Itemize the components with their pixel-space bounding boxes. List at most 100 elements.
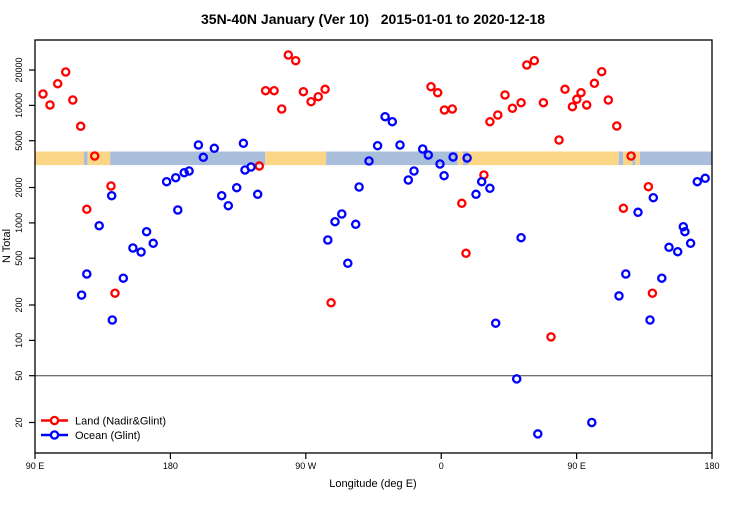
data-point-ocean xyxy=(533,429,543,439)
y-tick-label: 5000 xyxy=(14,131,24,151)
data-point-ocean xyxy=(238,138,249,149)
data-point-ocean xyxy=(161,176,172,187)
data-point-land xyxy=(60,67,71,77)
data-point-land xyxy=(522,60,532,70)
data-point-ocean xyxy=(198,152,209,163)
data-point-land xyxy=(432,87,443,98)
y-tick-label: 20000 xyxy=(14,57,24,82)
y-tick-label: 2000 xyxy=(14,177,24,197)
y-tick-label: 10000 xyxy=(14,93,24,118)
data-point-ocean xyxy=(223,200,234,211)
legend-item-land: Land (Nadir&Glint) xyxy=(41,416,166,428)
data-point-ocean xyxy=(372,140,383,151)
data-point-ocean xyxy=(82,269,92,279)
data-point-land xyxy=(326,298,336,308)
data-point-land xyxy=(581,100,592,110)
data-point-ocean xyxy=(476,176,487,187)
data-point-ocean xyxy=(128,243,138,253)
legend-item-ocean: Ocean (Glint) xyxy=(41,430,140,442)
data-point-ocean xyxy=(621,269,631,279)
y-axis-label: N Total xyxy=(1,229,13,263)
data-point-ocean xyxy=(645,315,655,325)
data-point-ocean xyxy=(403,175,414,185)
data-point-ocean xyxy=(193,140,204,150)
data-point-land xyxy=(269,85,279,96)
data-point-ocean xyxy=(173,205,183,215)
band-segment-land xyxy=(87,151,111,166)
data-point-land xyxy=(554,135,564,145)
data-point-land xyxy=(626,151,636,161)
data-point-ocean xyxy=(435,159,445,169)
data-point-ocean xyxy=(417,144,428,154)
data-point-ocean xyxy=(330,216,340,227)
data-point-land xyxy=(576,87,586,98)
data-point-land xyxy=(500,90,510,100)
data-point-land xyxy=(461,248,471,259)
data-point-ocean xyxy=(423,150,434,160)
data-point-land xyxy=(546,332,556,342)
data-point-ocean xyxy=(136,247,146,257)
data-point-ocean xyxy=(448,152,458,162)
data-point-land xyxy=(603,95,614,105)
band-segment-land xyxy=(35,151,84,166)
data-point-land xyxy=(647,288,658,298)
y-tick-label: 50 xyxy=(14,371,24,381)
data-point-ocean xyxy=(516,232,526,243)
chart-title: 35N-40N January (Ver 10) 2015-01-01 to 2… xyxy=(201,11,545,27)
band-segment-land xyxy=(457,151,464,166)
data-point-ocean xyxy=(380,111,390,122)
data-point-ocean xyxy=(350,219,361,230)
data-point-ocean xyxy=(118,273,129,283)
data-point-land xyxy=(89,151,100,161)
y-tick-label: 1000 xyxy=(14,213,24,233)
data-point-ocean xyxy=(485,183,495,194)
data-point-ocean xyxy=(471,189,481,200)
x-tick-label: 90 E xyxy=(26,461,45,471)
surface-type-band xyxy=(35,151,712,166)
x-tick-label: 180 xyxy=(704,461,719,471)
data-point-ocean xyxy=(692,176,703,187)
data-point-ocean xyxy=(387,116,398,127)
x-tick-label: 180 xyxy=(163,461,178,471)
data-point-ocean xyxy=(462,153,472,163)
data-point-ocean xyxy=(511,374,522,384)
data-point-land xyxy=(106,181,116,191)
legend: Land (Nadir&Glint) Ocean (Glint) xyxy=(41,416,166,442)
data-point-land xyxy=(426,81,436,92)
data-point-ocean xyxy=(184,166,194,176)
data-point-ocean xyxy=(657,273,667,283)
data-point-land xyxy=(298,86,309,97)
data-point-ocean xyxy=(587,417,597,428)
data-point-ocean xyxy=(337,209,347,219)
data-point-ocean xyxy=(678,221,689,232)
data-point-ocean xyxy=(209,143,220,154)
axes-ticks: 90 E 180 90 W 0 90 E 180 20 50 100 200 500 1000 2000… xyxy=(14,57,720,471)
data-point-land xyxy=(38,89,48,99)
data-point-ocean xyxy=(216,190,227,201)
plot-border xyxy=(34,39,713,454)
x-axis-label: Longitude (deg E) xyxy=(329,478,416,490)
y-tick-label: 500 xyxy=(14,251,24,266)
data-point-land xyxy=(560,84,570,95)
data-point-land xyxy=(320,84,330,95)
data-point-land xyxy=(439,105,450,115)
x-tick-label: 90 E xyxy=(567,461,586,471)
data-point-ocean xyxy=(179,167,189,178)
data-point-ocean xyxy=(354,182,364,192)
data-point-land xyxy=(507,103,518,114)
band-segment-ocean xyxy=(83,151,88,166)
data-point-ocean xyxy=(364,156,374,166)
band-segment-land xyxy=(265,151,327,166)
data-point-land xyxy=(493,110,503,120)
data-point-ocean xyxy=(672,246,683,257)
data-point-land xyxy=(457,198,467,209)
data-point-ocean xyxy=(252,189,263,200)
data-point-ocean xyxy=(664,242,674,253)
data-point-land xyxy=(596,66,607,77)
data-point-land xyxy=(643,181,654,192)
data-point-ocean xyxy=(106,190,117,201)
data-point-ocean xyxy=(148,238,158,249)
data-point-land xyxy=(75,121,86,132)
data-point-land xyxy=(447,104,458,114)
